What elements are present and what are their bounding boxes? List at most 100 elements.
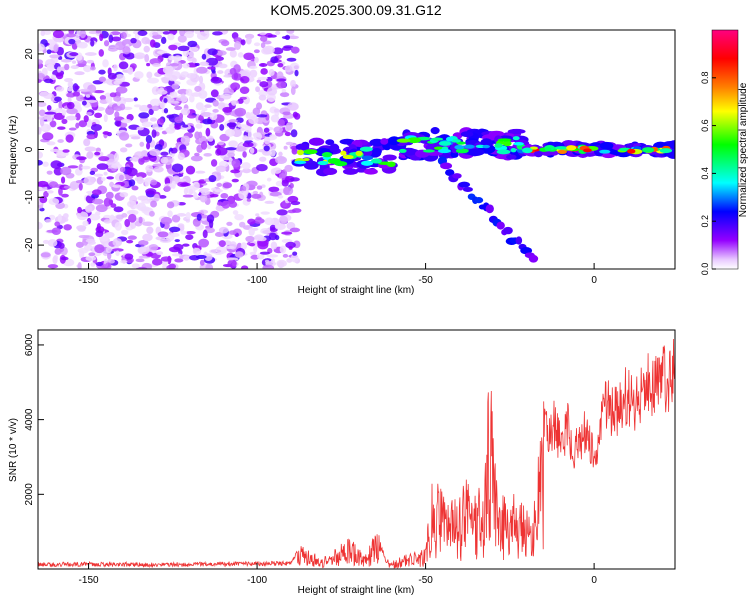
spectrogram-blob <box>231 100 237 106</box>
snr-line <box>38 338 675 569</box>
spectrogram-blob <box>85 99 98 103</box>
spectrogram-core <box>454 144 465 150</box>
spectrogram-blob <box>216 201 223 206</box>
spectrogram-blob <box>112 238 123 247</box>
spectrogram-blob <box>188 46 199 52</box>
spectrogram-blob <box>207 66 216 70</box>
spectrogram-blob <box>290 86 296 96</box>
spectrogram-blob <box>86 151 94 159</box>
spectrogram-blob <box>216 146 228 156</box>
spectrogram-y-tick-label: -10 <box>24 190 35 205</box>
spectrogram-blob <box>90 123 102 132</box>
snr-x-ticks: -150 -100 -50 0 <box>79 563 597 586</box>
spectrogram-blob <box>39 117 45 127</box>
spectrogram-blob <box>503 226 513 235</box>
spectrogram-blob <box>171 83 180 90</box>
spectrogram-blob <box>158 195 167 199</box>
spectrogram-blob <box>209 249 218 254</box>
spectrogram-blob <box>121 229 129 235</box>
spectrogram-blob <box>276 71 284 80</box>
spectrogram-blob <box>54 96 62 102</box>
spectrogram-blob <box>195 170 206 174</box>
spectrogram-blob <box>98 156 110 162</box>
spectrogram-blob <box>55 72 64 80</box>
spectrogram-blob <box>195 123 203 129</box>
spectrogram-blob <box>249 147 255 154</box>
spectrogram-blob <box>77 227 86 232</box>
spectrogram-core <box>627 148 636 154</box>
spectrogram-core <box>510 147 517 153</box>
spectrogram-core <box>340 150 347 156</box>
spectrogram-blob <box>212 108 219 113</box>
colorbar-tick-label: 0.0 <box>700 263 710 276</box>
spectrogram-blob <box>291 208 302 213</box>
spectrogram-core <box>361 160 374 166</box>
spectrogram-blob <box>187 40 198 48</box>
spectrogram-blob <box>77 42 88 49</box>
spectrogram-blob <box>108 34 114 43</box>
spectrogram-blob <box>151 129 157 138</box>
spectrogram-blob <box>323 167 338 176</box>
spectrogram-blob <box>206 57 219 66</box>
spectrogram-blob <box>42 132 54 141</box>
spectrogram-blob <box>168 55 176 61</box>
spectrogram-blob <box>260 42 266 49</box>
spectrogram-blob <box>222 106 233 113</box>
spectrogram-blob <box>292 251 298 256</box>
spectrogram-blob <box>186 55 195 62</box>
spectrogram-blob <box>162 31 171 35</box>
spectrogram-blob <box>290 46 300 54</box>
spectrogram-blob <box>60 166 72 176</box>
spectrogram-blob <box>98 235 109 242</box>
spectrogram-blob <box>182 62 190 69</box>
spectrogram-blob <box>89 213 101 221</box>
spectrogram-blob <box>240 185 247 192</box>
spectrogram-blob <box>42 161 49 167</box>
spectrogram-blob <box>269 148 276 157</box>
spectrogram-blob <box>179 30 186 37</box>
spectrogram-blob <box>257 76 268 81</box>
spectrogram-blob <box>70 65 79 70</box>
spectrogram-blob <box>259 156 267 162</box>
spectrogram-blob <box>185 212 191 220</box>
spectrogram-blob <box>130 221 137 229</box>
spectrogram-blob <box>66 101 75 110</box>
spectrogram-blob <box>150 179 158 186</box>
spectrogram-blob <box>134 71 144 79</box>
spectrogram-blob <box>137 30 148 36</box>
spectrogram-blob <box>152 31 159 36</box>
spectrogram-y-ticks: -20 -10 0 10 20 <box>24 48 44 252</box>
spectrogram-blob <box>146 71 153 79</box>
spectrogram-blob <box>94 151 101 156</box>
spectrogram-blob <box>196 120 201 124</box>
spectrogram-blob <box>462 186 473 192</box>
spectrogram-blob <box>228 140 238 148</box>
spectrogram-x-tick-label: -100 <box>247 275 267 286</box>
spectrogram-blob <box>171 253 182 257</box>
spectrogram-blob <box>93 90 105 94</box>
spectrogram-blob <box>167 100 180 104</box>
spectrogram-blob <box>177 35 187 43</box>
colorbar: 0.0 0.2 0.4 0.6 0.8 Normalized spectral ampl… <box>700 29 749 276</box>
spectrogram-blob <box>169 62 179 67</box>
spectrogram-blob <box>49 54 60 59</box>
spectrogram-blob <box>93 173 104 177</box>
spectrogram-blob <box>105 246 112 253</box>
spectrogram-core <box>294 160 307 165</box>
spectrogram-blob <box>38 151 44 159</box>
spectrogram-blob <box>215 165 227 173</box>
spectrogram-blob <box>193 192 198 199</box>
spectrogram-blob <box>62 258 75 267</box>
spectrogram-core <box>361 155 374 161</box>
spectrogram-blob <box>268 232 278 241</box>
spectrogram-blob <box>185 231 196 235</box>
spectrogram-blob <box>288 35 299 40</box>
spectrogram-blob <box>76 156 87 161</box>
spectrogram-blob <box>48 197 60 205</box>
spectrogram-blob <box>194 62 200 67</box>
spectrogram-blob <box>270 56 279 64</box>
spectrogram-blob <box>139 206 151 212</box>
spectrogram-blob <box>239 221 246 228</box>
snr-x-axis-label: Height of straight line (km) <box>298 585 415 596</box>
spectrogram-blob <box>101 177 106 182</box>
